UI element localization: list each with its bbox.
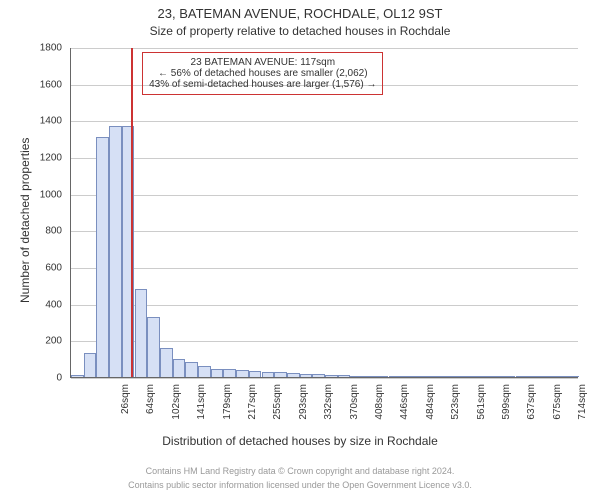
x-tick-label: 370sqm — [349, 384, 360, 434]
histogram-bar — [185, 362, 198, 377]
histogram-bar — [71, 375, 84, 377]
histogram-bar — [389, 376, 402, 377]
y-tick-label: 600 — [0, 263, 62, 274]
x-tick-label: 446sqm — [399, 384, 410, 434]
chart-container: 23, BATEMAN AVENUE, ROCHDALE, OL12 9ST S… — [0, 0, 600, 500]
property-marker-line — [131, 48, 133, 377]
gridline — [71, 378, 578, 379]
footer-line-1: Contains HM Land Registry data © Crown c… — [0, 466, 600, 476]
x-tick-label: 217sqm — [247, 384, 258, 434]
gridline — [71, 48, 578, 49]
histogram-bar — [223, 369, 236, 377]
histogram-bar — [338, 375, 351, 377]
x-tick-label: 332sqm — [323, 384, 334, 434]
histogram-bar — [211, 369, 224, 377]
x-tick-label: 141sqm — [196, 384, 207, 434]
annotation-line: 23 BATEMAN AVENUE: 117sqm — [149, 57, 376, 68]
y-tick-label: 1600 — [0, 79, 62, 90]
histogram-bar — [300, 374, 313, 377]
x-tick-label: 714sqm — [577, 384, 588, 434]
histogram-bar — [312, 374, 325, 377]
histogram-bar — [376, 376, 389, 377]
histogram-bar — [414, 376, 427, 377]
histogram-bar — [528, 376, 541, 377]
x-tick-label: 64sqm — [145, 384, 156, 434]
y-tick-label: 1800 — [0, 43, 62, 54]
histogram-bar — [401, 376, 414, 377]
gridline — [71, 158, 578, 159]
title-main: 23, BATEMAN AVENUE, ROCHDALE, OL12 9ST — [0, 6, 600, 21]
gridline — [71, 195, 578, 196]
x-tick-label: 484sqm — [425, 384, 436, 434]
histogram-bar — [287, 373, 300, 377]
histogram-bar — [566, 376, 579, 377]
histogram-bar — [427, 376, 440, 377]
histogram-bar — [465, 376, 478, 377]
footer-line-2: Contains public sector information licen… — [0, 480, 600, 490]
x-tick-label: 561sqm — [476, 384, 487, 434]
histogram-bar — [516, 376, 529, 377]
y-tick-label: 400 — [0, 299, 62, 310]
x-tick-label: 599sqm — [501, 384, 512, 434]
y-tick-label: 0 — [0, 373, 62, 384]
histogram-bar — [503, 376, 516, 377]
histogram-bar — [249, 371, 262, 377]
x-tick-label: 523sqm — [450, 384, 461, 434]
histogram-bar — [363, 376, 376, 377]
gridline — [71, 268, 578, 269]
histogram-bar — [274, 372, 287, 377]
x-axis-title: Distribution of detached houses by size … — [0, 434, 600, 448]
x-tick-label: 26sqm — [120, 384, 131, 434]
gridline — [71, 121, 578, 122]
plot-area: 23 BATEMAN AVENUE: 117sqm← 56% of detach… — [70, 48, 578, 378]
title-sub: Size of property relative to detached ho… — [0, 24, 600, 38]
histogram-bar — [84, 353, 97, 377]
histogram-bar — [452, 376, 465, 377]
histogram-bar — [439, 376, 452, 377]
x-tick-label: 179sqm — [222, 384, 233, 434]
x-tick-label: 255sqm — [272, 384, 283, 434]
histogram-bar — [477, 376, 490, 377]
histogram-bar — [541, 376, 554, 377]
histogram-bar — [109, 126, 122, 377]
histogram-bar — [173, 359, 186, 377]
x-tick-label: 637sqm — [526, 384, 537, 434]
histogram-bar — [236, 370, 249, 377]
histogram-bar — [554, 376, 567, 377]
histogram-bar — [96, 137, 109, 377]
gridline — [71, 231, 578, 232]
annotation-box: 23 BATEMAN AVENUE: 117sqm← 56% of detach… — [142, 52, 383, 95]
histogram-bar — [325, 375, 338, 377]
histogram-bar — [490, 376, 503, 377]
y-tick-label: 1000 — [0, 189, 62, 200]
histogram-bar — [160, 348, 173, 377]
y-tick-label: 200 — [0, 336, 62, 347]
x-tick-label: 675sqm — [552, 384, 563, 434]
histogram-bar — [198, 366, 211, 377]
x-tick-label: 102sqm — [171, 384, 182, 434]
histogram-bar — [262, 372, 275, 378]
histogram-bar — [147, 317, 160, 378]
y-tick-label: 1200 — [0, 153, 62, 164]
histogram-bar — [350, 376, 363, 377]
x-tick-label: 293sqm — [298, 384, 309, 434]
histogram-bar — [135, 289, 148, 377]
annotation-line: ← 56% of detached houses are smaller (2,… — [149, 68, 376, 79]
y-tick-label: 800 — [0, 226, 62, 237]
annotation-line: 43% of semi-detached houses are larger (… — [149, 79, 376, 90]
y-tick-label: 1400 — [0, 116, 62, 127]
x-tick-label: 408sqm — [374, 384, 385, 434]
